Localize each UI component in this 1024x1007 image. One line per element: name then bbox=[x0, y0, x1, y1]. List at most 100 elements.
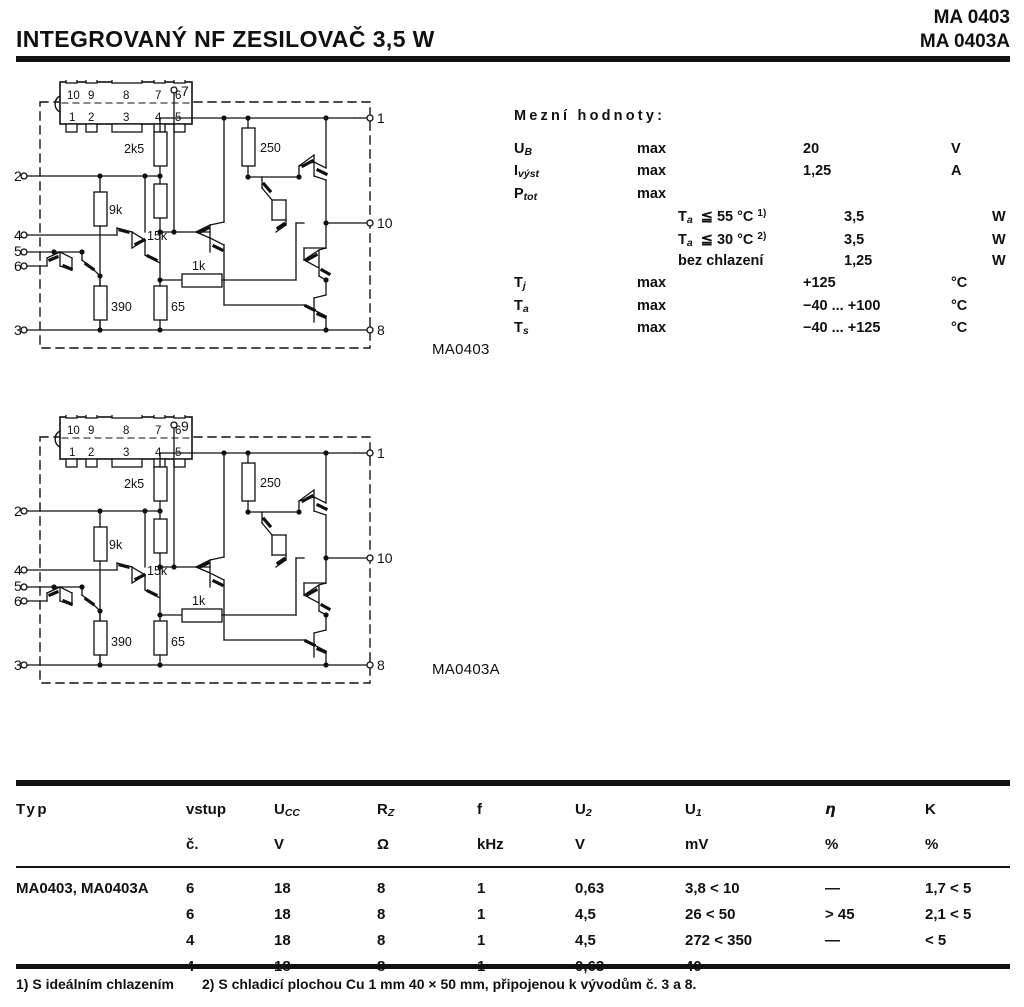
dip-pin-4: 4 bbox=[155, 447, 162, 459]
limit-symbol: UB bbox=[514, 141, 533, 158]
limit-row: Ta ≦ 55 °C 1) 3,5 W bbox=[514, 208, 1014, 230]
resistor-9k: 9k bbox=[109, 203, 123, 217]
col-header-vstup: vstup bbox=[186, 801, 227, 818]
limit-unit: °C bbox=[951, 275, 968, 292]
cell-u2: 4,5 bbox=[575, 906, 596, 923]
limit-symbol: Ta bbox=[514, 297, 529, 315]
col-unit-vstup: č. bbox=[186, 836, 199, 853]
col-unit-eta: % bbox=[825, 836, 839, 853]
limit-condition: bez chlazení bbox=[678, 252, 764, 269]
limit-symbol: Ts bbox=[514, 320, 529, 338]
cell-u1: 26 < 50 bbox=[685, 906, 736, 923]
resistor-9k: 9k bbox=[109, 538, 123, 552]
resistor-390: 390 bbox=[111, 635, 132, 649]
part-code-1: MA 0403 bbox=[933, 7, 1010, 28]
cell-u1: 272 < 350 bbox=[685, 932, 753, 949]
cell-ucc: 18 bbox=[274, 906, 291, 923]
cell-vstup: 6 bbox=[186, 880, 195, 897]
limit-unit: W bbox=[992, 252, 1006, 269]
limit-row: Ptot max bbox=[514, 186, 1014, 208]
resistor-250: 250 bbox=[260, 141, 281, 155]
limit-value: 3,5 bbox=[844, 231, 865, 248]
limit-row: Ta max −40 ... +100 °C bbox=[514, 298, 1014, 320]
pin-label-top: 9 bbox=[181, 418, 189, 434]
limit-row: Ta ≦ 30 °C 2) 3,5 W bbox=[514, 231, 1014, 253]
resistor-1k: 1k bbox=[192, 259, 206, 273]
cell-rz: 8 bbox=[377, 932, 386, 949]
parameters-table: Typ vstup UCC RZ f U2 U1 η K č. V Ω kHz … bbox=[16, 800, 1010, 862]
limit-row: Ts max −40 ... +125 °C bbox=[514, 320, 1014, 342]
dip-pin-9: 9 bbox=[88, 90, 94, 102]
page-title: INTEGROVANÝ NF ZESILOVAČ 3,5 W bbox=[16, 26, 435, 52]
dip-pin-10: 10 bbox=[67, 425, 80, 437]
dip-pin-3: 3 bbox=[123, 447, 129, 459]
limit-row: Ivýst max 1,25 A bbox=[514, 163, 1014, 185]
circuit-diagram-2: 10 9 8 7 6 1 2 3 4 5 9 2 4 5 6 3 1 10 8 bbox=[14, 415, 393, 684]
cell-ucc: 18 bbox=[274, 880, 291, 897]
limit-row: UB max 20 V bbox=[514, 141, 1014, 163]
pin-label-1: 1 bbox=[377, 445, 385, 461]
limit-values-block: Mezní hodnoty: UB max 20 V Ivýst max 1,2… bbox=[514, 108, 1014, 343]
col-header-eta: η bbox=[825, 800, 836, 818]
pin-label-10: 10 bbox=[377, 550, 393, 566]
dip-pin-8: 8 bbox=[123, 90, 129, 102]
pin-label-6: 6 bbox=[14, 258, 22, 274]
resistor-65: 65 bbox=[171, 635, 185, 649]
cell-eta: — bbox=[825, 880, 840, 897]
resistor-2k5: 2k5 bbox=[124, 142, 144, 156]
cell-f: 1 bbox=[477, 906, 486, 923]
limit-condition: Ta ≦ 30 °C 2) bbox=[678, 230, 767, 249]
resistor-2k5: 2k5 bbox=[124, 477, 144, 491]
col-header-u1: U1 bbox=[685, 801, 702, 819]
limit-unit: W bbox=[992, 231, 1006, 248]
cell-typ: MA0403, MA0403A bbox=[16, 880, 149, 897]
limit-condition: max bbox=[637, 185, 667, 202]
dip-pin-1: 1 bbox=[69, 112, 75, 124]
limit-value: 1,25 bbox=[803, 163, 832, 180]
schematic-ma0403: 10 9 8 7 6 1 2 3 4 5 7 2 4 5 6 3 1 10 bbox=[14, 80, 414, 355]
limit-row: bez chlazení 1,25 W bbox=[514, 253, 1014, 275]
dip-pin-3: 3 bbox=[123, 112, 129, 124]
limit-symbol: Ivýst bbox=[514, 163, 540, 181]
cell-vstup: 6 bbox=[186, 906, 195, 923]
pin-label-6: 6 bbox=[14, 593, 22, 609]
col-header-rz: RZ bbox=[377, 801, 395, 819]
pin-label-top: 7 bbox=[181, 83, 189, 99]
pin-label-4: 4 bbox=[14, 227, 22, 243]
table-top-rule bbox=[16, 780, 1010, 786]
cell-k: 1,7 < 5 bbox=[925, 880, 972, 897]
cell-u2: 4,5 bbox=[575, 932, 596, 949]
pin-label-2: 2 bbox=[14, 168, 22, 184]
cell-f: 1 bbox=[477, 880, 486, 897]
col-header-u2: U2 bbox=[575, 801, 592, 819]
limit-unit: A bbox=[951, 163, 962, 180]
limit-unit: V bbox=[951, 141, 961, 157]
cell-k: 2,1 < 5 bbox=[925, 906, 972, 923]
col-unit-rz: Ω bbox=[377, 836, 390, 853]
table-header-row-1: Typ vstup UCC RZ f U2 U1 η K bbox=[16, 800, 1010, 826]
limit-value: +125 bbox=[803, 275, 836, 292]
limit-condition: max bbox=[637, 163, 667, 180]
dip-pin-2: 2 bbox=[88, 112, 94, 124]
schematic-2-part-label: MA0403A bbox=[432, 661, 500, 678]
col-unit-f: kHz bbox=[477, 836, 504, 853]
limit-value: 3,5 bbox=[844, 209, 865, 226]
col-header-k: K bbox=[925, 801, 936, 818]
pin-label-3: 3 bbox=[14, 657, 22, 673]
dip-pin-6: 6 bbox=[175, 90, 181, 102]
resistor-15k: 15k bbox=[147, 564, 168, 578]
resistor-65: 65 bbox=[171, 300, 185, 314]
limit-unit: °C bbox=[951, 320, 968, 337]
resistor-250: 250 bbox=[260, 476, 281, 490]
limit-value: −40 ... +125 bbox=[803, 320, 881, 337]
dip-pin-6: 6 bbox=[175, 425, 181, 437]
part-code-2: MA 0403A bbox=[919, 31, 1010, 53]
limit-value: 20 bbox=[803, 141, 820, 157]
header-rule bbox=[16, 56, 1010, 62]
limit-value: −40 ... +100 bbox=[803, 297, 881, 314]
footnote-1: 1) S ideálním chlazením bbox=[16, 976, 174, 992]
limit-value: 1,25 bbox=[844, 252, 873, 269]
cell-eta: > 45 bbox=[825, 906, 855, 923]
col-unit-ucc: V bbox=[274, 836, 285, 853]
pin-label-8: 8 bbox=[377, 657, 385, 673]
